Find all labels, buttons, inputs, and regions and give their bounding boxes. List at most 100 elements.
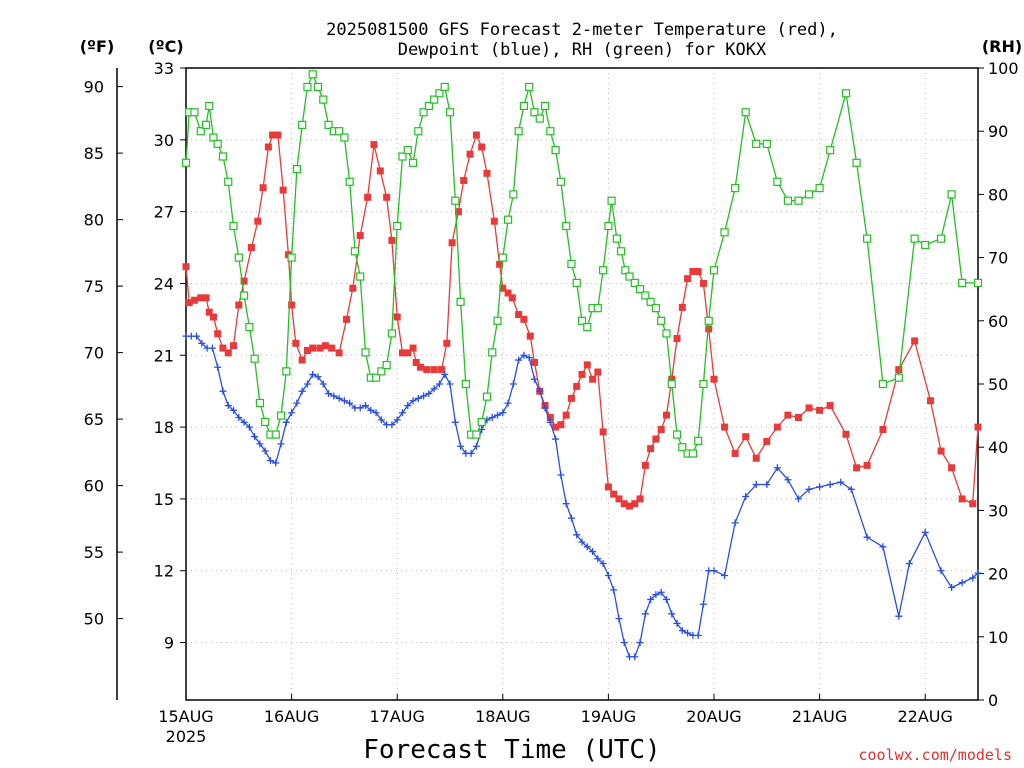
dewpoint-point	[340, 397, 348, 405]
f-tick-label: 50	[84, 610, 104, 629]
dewpoint-point	[435, 380, 443, 388]
rh-point	[752, 139, 761, 148]
dewpoint-point	[404, 402, 412, 410]
temperature-point	[530, 358, 538, 366]
c-tick-label: 9	[164, 634, 174, 653]
rh-point	[741, 108, 750, 117]
rh-point	[190, 108, 199, 117]
temperature-point	[416, 363, 424, 371]
dewpoint-point	[266, 457, 274, 465]
temperature-point	[615, 495, 623, 503]
rh-point	[699, 379, 708, 389]
dewpoint-point	[219, 387, 227, 395]
rh-point	[461, 379, 470, 389]
rh-point	[287, 253, 296, 262]
chart-title-line2: Dewpoint (blue), RH (green) for KOKX	[398, 40, 767, 60]
rh-point	[308, 70, 317, 79]
dewpoint-point	[668, 610, 676, 618]
dewpoint-point	[198, 339, 206, 347]
temperature-point	[230, 342, 238, 350]
dewpoint-point	[224, 402, 232, 410]
rh-tick-label: 20	[988, 565, 1008, 584]
rh-point	[783, 196, 793, 205]
rh-point	[583, 323, 592, 332]
temperature-point	[699, 279, 707, 287]
dewpoint-point	[974, 569, 982, 577]
rh-tick-label: 0	[988, 691, 998, 710]
temperature-point	[926, 397, 934, 405]
temperature-point	[235, 301, 243, 309]
dewpoint-point	[525, 354, 533, 362]
plot-grid	[186, 68, 978, 700]
dewpoint-point	[657, 588, 665, 596]
rh-point	[709, 266, 719, 275]
dewpoint-point	[699, 600, 707, 608]
temperature-point	[731, 449, 739, 457]
temperature-point	[247, 244, 255, 252]
rh-point	[863, 234, 872, 243]
rh-point	[377, 367, 386, 376]
series-1	[182, 332, 982, 661]
dewpoint-point	[261, 447, 269, 455]
dewpoint-point	[193, 332, 201, 340]
rh-point	[509, 190, 518, 199]
temperature-point	[784, 411, 792, 419]
rh-point	[371, 373, 381, 382]
dewpoint-point	[879, 543, 887, 551]
temperature-point	[594, 368, 602, 376]
dewpoint-point	[784, 476, 792, 484]
rh-tick-label: 50	[988, 375, 1008, 394]
temperature-point	[219, 344, 227, 352]
rh-point	[398, 152, 407, 161]
temperature-point	[478, 143, 486, 151]
temperature-point	[335, 349, 343, 357]
rh-tick-label: 10	[988, 628, 1008, 647]
rh-point	[419, 108, 428, 117]
dewpoint-point	[652, 591, 660, 599]
temperature-point	[224, 349, 232, 357]
temperature-point	[364, 193, 372, 201]
f-tick-label: 85	[84, 144, 104, 163]
c-tick-label: 30	[154, 131, 174, 150]
celsius-unit-label: (ºC)	[148, 37, 183, 56]
rh-point	[250, 354, 259, 363]
dewpoint-point	[504, 399, 512, 407]
temperature-point	[504, 289, 512, 297]
dewpoint-point	[541, 404, 549, 412]
temperature-point	[316, 344, 324, 352]
rh-point	[261, 417, 270, 427]
rh-point	[540, 101, 550, 111]
rh-point	[335, 127, 344, 136]
dewpoint-point	[372, 409, 380, 417]
rh-point	[625, 272, 634, 281]
temperature-point	[412, 358, 420, 366]
rh-point	[292, 165, 301, 174]
rh-point	[482, 392, 492, 401]
rh-point	[731, 183, 740, 193]
dewpoint-point	[488, 414, 496, 422]
rh-tick-label: 40	[988, 438, 1008, 457]
x-tick-label: 22AUG	[897, 707, 952, 726]
rh-point	[493, 316, 502, 325]
dewpoint-point	[678, 627, 686, 635]
dewpoint-point	[969, 574, 977, 582]
dewpoint-point	[615, 615, 623, 623]
series-2	[181, 70, 983, 458]
dewpoint-point	[578, 538, 586, 546]
temperature-point	[826, 402, 834, 410]
dewpoint-point	[251, 433, 259, 441]
x-tick-label: 20AUG	[686, 707, 741, 726]
dewpoint-point	[272, 459, 280, 467]
dewpoint-point	[441, 370, 449, 378]
rh-point	[535, 114, 544, 123]
dewpoint-point	[293, 399, 301, 407]
rh-point	[213, 139, 222, 148]
rh-point	[361, 348, 370, 357]
temperature-point	[589, 375, 597, 383]
temperature-point	[641, 461, 649, 469]
temperature-point	[483, 169, 491, 177]
temperature-point	[805, 404, 813, 412]
rh-point	[319, 95, 328, 104]
temperature-point	[684, 275, 692, 283]
